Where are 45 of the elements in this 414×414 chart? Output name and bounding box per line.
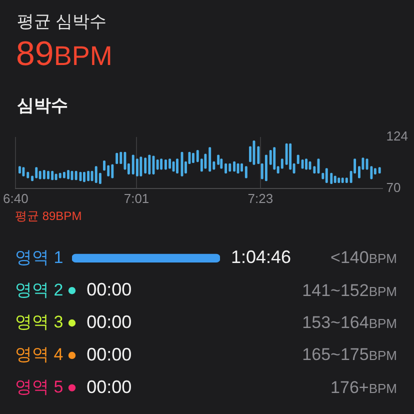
data-label: 00:00 (86, 312, 132, 332)
data-label: 00:00 (86, 280, 132, 300)
bar (264, 154, 268, 182)
y-tick-label: 영역 5 (15, 377, 64, 396)
bar (176, 158, 178, 174)
x-tick-label: 7:01 (124, 190, 150, 206)
bar (208, 147, 212, 172)
y-tick-label: 영역 3 (15, 312, 64, 332)
bar (116, 152, 118, 164)
bar (136, 158, 138, 176)
x-tick-label: 6:40 (2, 190, 28, 206)
bar (94, 166, 98, 184)
text: <140BPM (330, 248, 397, 268)
bar (35, 167, 38, 178)
bar (144, 158, 147, 174)
data-label: 00:00 (86, 376, 132, 397)
bar (160, 158, 163, 170)
text: 평균 89BPM (15, 209, 82, 224)
bar (289, 143, 292, 170)
x-tick-label: 7:23 (248, 190, 274, 206)
y-tick-label: 영역 2 (15, 280, 64, 300)
text: 165~175BPM (302, 345, 397, 364)
y-tick-label: 영역 4 (15, 345, 64, 364)
y-tick-label: 124 (386, 128, 408, 144)
bar (132, 154, 134, 174)
bar (111, 164, 114, 178)
bar (140, 156, 142, 176)
text: 89BPM (16, 35, 112, 73)
bar (330, 172, 333, 184)
data-label: 00:00 (86, 344, 132, 364)
data-label: 1:04:46 (231, 247, 292, 268)
bar (305, 158, 308, 170)
bar (204, 154, 207, 169)
text: 153~164BPM (302, 313, 397, 332)
bar (252, 140, 256, 165)
chart-title: 심박수 (17, 96, 68, 116)
bar (148, 154, 151, 174)
text: 141~152BPM (302, 280, 397, 300)
text: 평균 심박수 (17, 12, 107, 32)
bar (244, 166, 248, 178)
y-tick-label: 70 (386, 180, 401, 195)
bar (325, 168, 328, 184)
text: 176+BPM (330, 378, 397, 397)
y-tick-label: 영역 1 (15, 248, 64, 267)
bar (273, 147, 276, 170)
